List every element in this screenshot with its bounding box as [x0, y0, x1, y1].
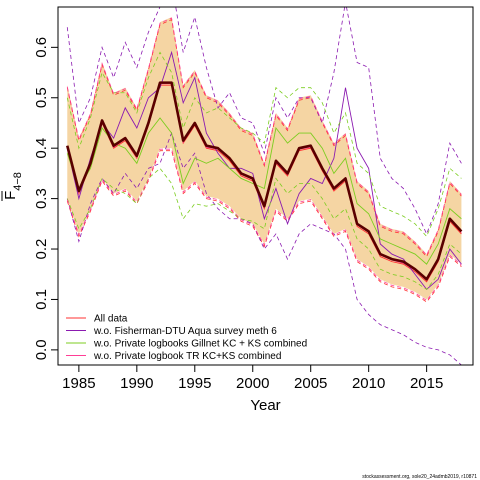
y-tick-label: 0.0 [33, 339, 50, 360]
series-1-upper-bound [66, 19, 462, 258]
series-1-line [66, 84, 462, 283]
y-tick-label: 0.5 [33, 87, 50, 108]
legend-label: w.o. Private logbook TR KC+KS combined [93, 351, 281, 362]
legend-label: All data [94, 314, 128, 325]
legend-label: w.o. Fisherman-DTU Aqua survey meth 6 [93, 326, 277, 337]
x-axis: 1985 1990 1995 2000 2005 2010 2015 [62, 364, 443, 392]
series-3-lower-bound [66, 167, 462, 290]
y-axis-title-subscript: 4−8 [12, 172, 24, 191]
y-tick-label: 0.3 [33, 188, 50, 209]
series-3-upper-bound [66, 51, 462, 238]
series-1 [66, 19, 462, 303]
y-tick-label: 0.6 [33, 37, 50, 58]
confidence-band [67, 17, 462, 300]
series-2 [66, 7, 462, 365]
series-4-lower-bound [66, 148, 462, 301]
credit-text: stockassessment.org, sole20_24admb2019, … [362, 474, 477, 480]
series-2-upper-bound [66, 7, 462, 235]
y-tick-label: 0.4 [33, 138, 50, 159]
base-estimate-line [66, 81, 463, 281]
x-tick-label: 2010 [352, 375, 385, 392]
x-tick-label: 1995 [178, 375, 211, 392]
series-3-line [66, 117, 462, 265]
y-tick-label: 0.1 [33, 289, 50, 310]
x-axis-title: Year [250, 397, 280, 414]
y-axis-title-main: F [2, 191, 19, 200]
x-tick-label: 2005 [294, 375, 327, 392]
y-tick-label: 0.2 [33, 239, 50, 260]
series-3 [66, 51, 462, 290]
x-tick-label: 1985 [62, 375, 95, 392]
y-axis-title: F4−8 [1, 172, 24, 201]
x-tick-label: 2000 [236, 375, 269, 392]
x-tick-label: 1990 [120, 375, 153, 392]
legend-label: w.o. Private logbooks Gillnet KC + KS co… [93, 339, 307, 350]
series-1-lower-bound [66, 150, 462, 303]
y-axis: 0.0 0.1 0.2 0.3 0.4 0.5 0.6 [33, 37, 59, 360]
svg-text:F4−8: F4−8 [2, 172, 24, 200]
plot-area [66, 7, 463, 365]
series-4-upper-bound [66, 17, 462, 256]
series-2-line [66, 50, 462, 291]
x-tick-label: 2015 [410, 375, 443, 392]
